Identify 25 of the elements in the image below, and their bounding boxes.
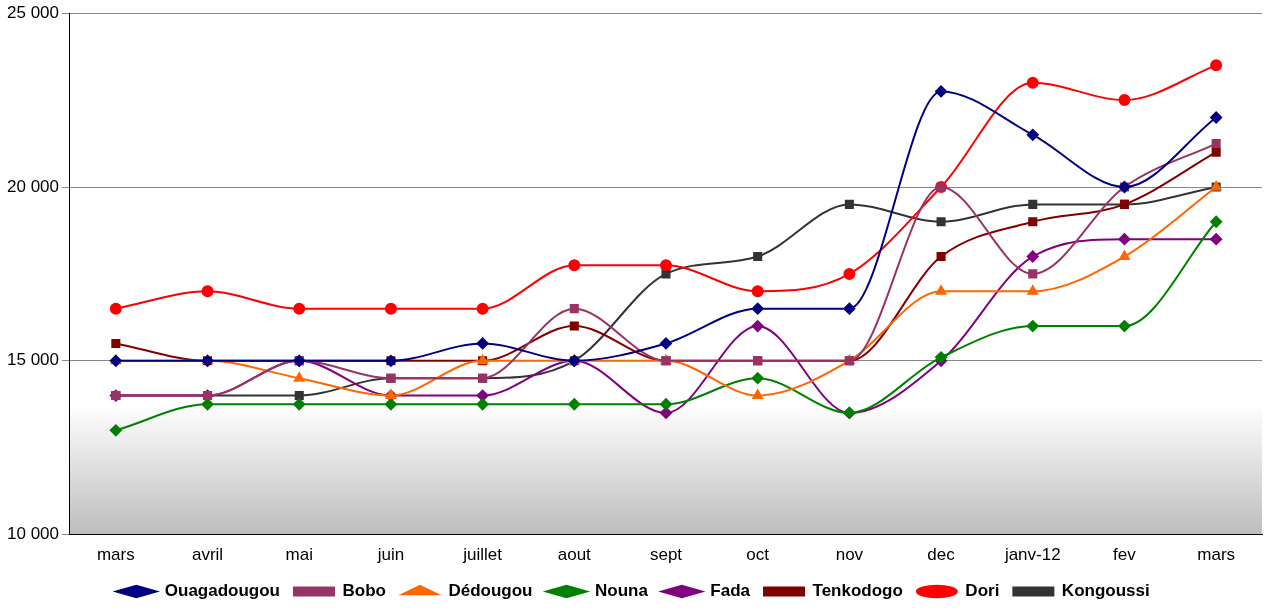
legend-label: Fada: [710, 581, 751, 601]
legend-label: Bobo: [342, 581, 386, 601]
y-tick-label: 25 000: [7, 2, 59, 22]
legend-label: Ouagadougou: [164, 581, 281, 601]
x-tick-label: dec: [927, 545, 956, 565]
x-tick-label: mars: [1197, 545, 1236, 565]
legend-label: Nouna: [594, 581, 649, 601]
legend-label: Dédougou: [448, 581, 533, 601]
legend-label: Kongoussi: [1061, 581, 1150, 601]
x-tick-label: mai: [285, 545, 313, 565]
y-tick-label: 15 000: [7, 350, 59, 370]
x-tick-label: aout: [557, 545, 592, 565]
x-tick-label: sept: [649, 545, 683, 565]
y-tick-label: 10 000: [7, 524, 59, 544]
x-tick-label: fev: [1113, 545, 1137, 565]
x-tick-label: nov: [835, 545, 864, 565]
x-tick-label: janv-12: [1003, 545, 1061, 565]
legend-label: Dori: [965, 581, 1000, 601]
x-tick-label: juin: [376, 545, 405, 565]
y-tick-label: 20 000: [7, 176, 59, 196]
x-tick-label: juillet: [462, 545, 503, 565]
x-tick-label: oct: [746, 545, 770, 565]
x-tick-label: avril: [191, 545, 224, 565]
x-tick-label: mars: [96, 545, 135, 565]
legend-label: Tenkodogo: [812, 581, 903, 601]
